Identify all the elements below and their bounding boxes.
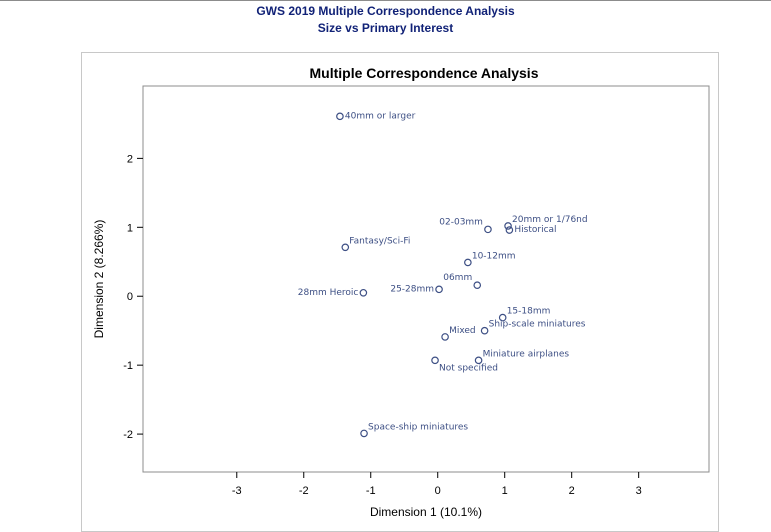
data-point-label: Fantasy/Sci-Fi xyxy=(349,236,410,246)
chart-title: Multiple Correspondence Analysis xyxy=(310,65,539,81)
data-point xyxy=(341,243,350,252)
x-tick-label: -2 xyxy=(299,485,309,497)
data-point xyxy=(336,112,344,121)
data-point xyxy=(498,313,507,322)
data-point xyxy=(505,226,514,234)
y-axis: -2 -1 0 1 2 xyxy=(123,153,143,441)
data-point xyxy=(441,333,449,341)
x-axis-label: Dimension 1 (10.1%) xyxy=(370,505,482,519)
x-tick-label: 2 xyxy=(569,485,575,497)
data-point-label: 28mm Heroic xyxy=(298,288,359,298)
figure-frame xyxy=(81,52,719,532)
data-point xyxy=(474,356,483,365)
data-point xyxy=(480,326,489,335)
data-point xyxy=(435,285,443,294)
data-point-label: Not specified xyxy=(439,363,498,373)
data-point-label: 40mm or larger xyxy=(345,111,416,121)
data-point-label: Miniature airplanes xyxy=(483,349,570,359)
x-tick-label: 1 xyxy=(502,485,508,497)
data-point-label: 02-03mm xyxy=(439,217,483,227)
x-tick-label: 0 xyxy=(435,485,441,497)
x-tick-label: -3 xyxy=(232,485,242,497)
report-subtitle: Size vs Primary Interest xyxy=(317,21,454,35)
data-point xyxy=(484,225,492,234)
data-point-label: Space-ship miniatures xyxy=(368,422,468,432)
data-point-label: 15-18mm xyxy=(507,307,551,317)
data-point-label: Ship-scale miniatures xyxy=(489,320,586,330)
data-point-label: 20mm or 1/76nd xyxy=(512,215,588,225)
data-point xyxy=(360,429,368,438)
data-point-label: 10-12mm xyxy=(472,251,516,261)
plot-area xyxy=(142,85,710,473)
x-axis: -3 -2 -1 0 1 2 3 xyxy=(232,472,642,497)
data-point xyxy=(464,258,472,267)
y-tick-label: -2 xyxy=(123,429,133,441)
y-axis-label: Dimension 2 (8.266%) xyxy=(92,220,106,339)
data-point-label: 25-28mm xyxy=(390,284,434,294)
data-point xyxy=(359,288,368,297)
x-tick-label: -1 xyxy=(366,485,376,497)
y-tick-label: 0 xyxy=(127,291,133,303)
data-point-label: 06mm xyxy=(443,273,472,283)
y-tick-label: 1 xyxy=(127,222,133,234)
report-title: GWS 2019 Multiple Correspondence Analysi… xyxy=(256,4,515,18)
y-tick-label: -1 xyxy=(123,360,133,372)
top-border xyxy=(0,0,771,1)
x-tick-label: 3 xyxy=(636,485,642,497)
data-point xyxy=(504,222,512,230)
data-point-label: Historical xyxy=(514,225,556,235)
data-point xyxy=(473,281,482,290)
data-point-label: Mixed xyxy=(449,326,476,336)
y-tick-label: 2 xyxy=(127,153,133,165)
data-point xyxy=(431,356,439,365)
